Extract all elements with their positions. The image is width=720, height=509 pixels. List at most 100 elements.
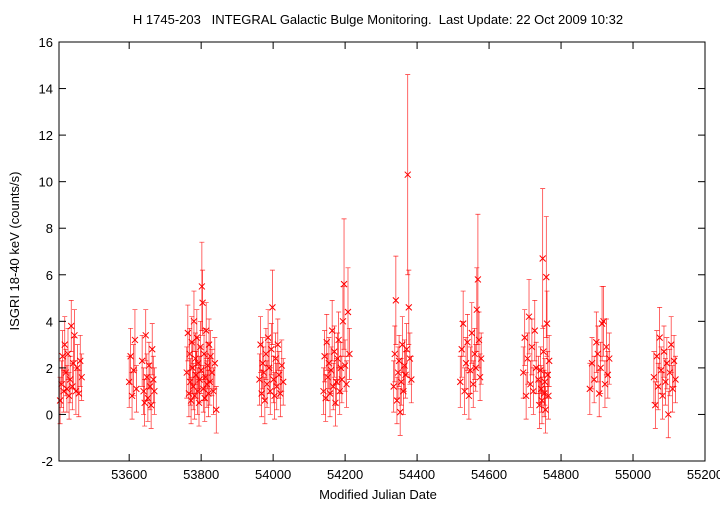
y-tick-label: 6 xyxy=(46,268,53,283)
data-point xyxy=(656,334,664,341)
data-point xyxy=(127,352,134,360)
plot-frame xyxy=(58,41,706,462)
data-point xyxy=(539,255,547,262)
chart-title: H 1745-203 INTEGRAL Galactic Bulge Monit… xyxy=(133,12,623,27)
x-tick-label: 54000 xyxy=(255,467,291,482)
data-markers xyxy=(56,171,679,418)
data-point xyxy=(459,320,467,328)
data-point xyxy=(184,329,192,337)
data-point xyxy=(202,327,210,334)
data-point xyxy=(186,350,193,358)
data-point xyxy=(271,392,278,400)
data-point xyxy=(339,317,347,325)
data-point xyxy=(274,341,282,348)
data-point xyxy=(394,369,402,376)
data-point xyxy=(476,373,484,381)
data-point xyxy=(341,362,349,369)
data-point xyxy=(521,334,529,341)
data-point xyxy=(666,369,674,376)
data-point xyxy=(198,283,206,290)
x-tick-label: 54400 xyxy=(399,467,435,482)
data-point xyxy=(519,369,527,376)
data-point xyxy=(592,338,600,346)
data-point xyxy=(333,378,340,386)
error-bars xyxy=(57,74,678,439)
data-point xyxy=(65,392,73,400)
data-point xyxy=(78,373,86,381)
y-tick-label: 14 xyxy=(39,82,53,97)
x-tick-label: 53600 xyxy=(111,467,147,482)
data-point xyxy=(400,387,407,395)
data-point xyxy=(537,366,544,374)
data-point xyxy=(205,341,213,348)
data-point xyxy=(542,273,550,281)
data-point xyxy=(407,376,415,383)
data-point xyxy=(343,380,350,388)
data-point xyxy=(586,385,594,393)
data-point xyxy=(278,362,286,369)
data-point xyxy=(525,313,533,321)
data-point xyxy=(522,392,530,400)
data-point xyxy=(269,304,276,311)
data-point xyxy=(75,390,83,397)
data-point xyxy=(472,364,480,372)
data-point xyxy=(462,359,470,367)
data-point xyxy=(541,378,549,386)
data-point xyxy=(193,334,201,341)
data-point xyxy=(258,390,265,397)
data-point xyxy=(669,385,676,393)
data-point xyxy=(210,387,217,395)
data-point xyxy=(257,341,264,348)
data-point xyxy=(207,352,214,360)
data-point xyxy=(391,350,399,358)
data-point xyxy=(323,338,331,346)
data-point xyxy=(337,364,345,372)
data-point xyxy=(531,327,539,334)
y-tick-label: 2 xyxy=(46,361,53,376)
y-tick-label: 10 xyxy=(39,175,53,190)
data-point xyxy=(600,317,607,325)
data-point xyxy=(466,366,474,374)
data-point xyxy=(543,320,551,328)
data-point xyxy=(468,329,476,337)
x-tick-label: 54600 xyxy=(471,467,507,482)
data-point xyxy=(325,359,333,367)
data-point xyxy=(125,378,133,386)
data-point xyxy=(538,397,546,404)
y-axis-label: ISGRI 18-40 keV (counts/s) xyxy=(7,172,22,331)
data-point xyxy=(545,357,553,365)
data-point xyxy=(603,343,610,351)
data-point xyxy=(130,366,137,374)
data-point xyxy=(324,373,332,381)
data-point xyxy=(208,369,216,376)
data-point xyxy=(328,327,336,334)
y-tick-label: -2 xyxy=(41,454,53,469)
data-point xyxy=(74,364,81,372)
data-point xyxy=(133,385,140,393)
data-point xyxy=(197,343,204,351)
data-point xyxy=(194,359,202,367)
data-point xyxy=(670,357,678,365)
y-tick-label: 0 xyxy=(46,407,53,422)
data-point xyxy=(604,371,612,379)
data-point xyxy=(590,376,598,383)
data-point xyxy=(667,341,675,348)
y-tick-label: 16 xyxy=(39,35,53,50)
data-point xyxy=(206,378,214,386)
data-point xyxy=(138,357,146,365)
data-point xyxy=(263,380,271,388)
data-point xyxy=(276,390,284,397)
data-point xyxy=(201,394,209,402)
data-point xyxy=(601,380,609,388)
data-point xyxy=(149,376,157,383)
y-tick-label: 4 xyxy=(46,314,53,329)
data-point xyxy=(471,350,479,358)
data-point xyxy=(402,371,409,379)
data-point xyxy=(397,378,405,386)
data-point xyxy=(344,308,352,316)
data-point xyxy=(346,350,353,358)
data-point xyxy=(191,392,199,400)
data-point xyxy=(64,350,72,358)
data-point xyxy=(76,357,84,365)
